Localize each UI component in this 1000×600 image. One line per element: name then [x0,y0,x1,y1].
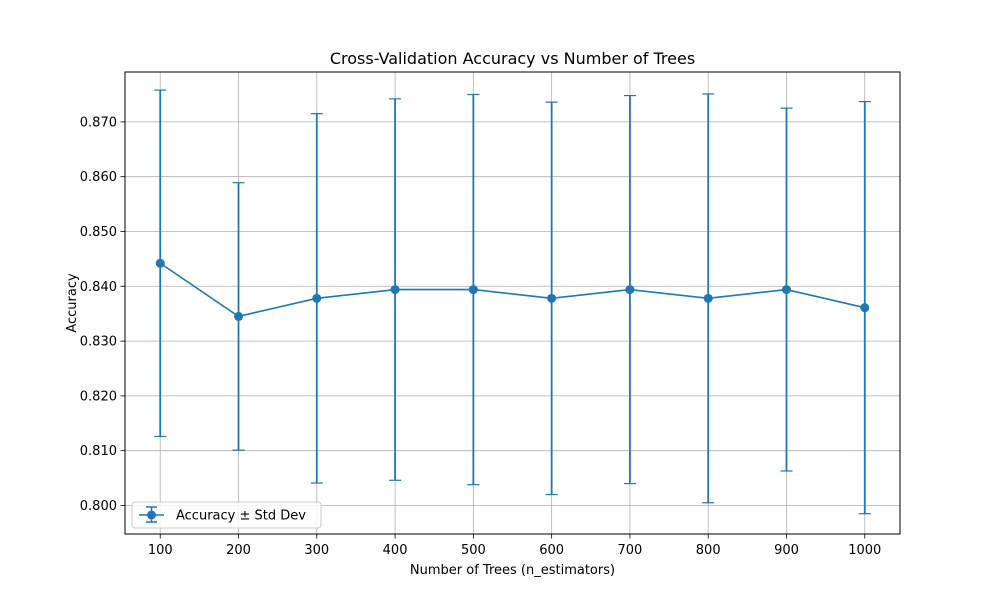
x-tick-label: 1000 [848,543,881,558]
x-tick-label: 700 [618,543,643,558]
data-point [625,285,635,295]
y-tick-label: 0.820 [80,389,117,404]
x-tick-label: 600 [539,543,564,558]
y-tick-label: 0.800 [80,499,117,514]
data-point [781,285,791,295]
data-point [155,258,165,268]
y-tick-label: 0.870 [80,115,117,130]
grid-lines [125,72,900,534]
data-point [860,303,870,313]
y-tick-label: 0.850 [80,225,117,240]
data-point [703,293,713,303]
x-tick-label: 800 [696,543,721,558]
series-line [159,262,865,318]
x-tick-label: 200 [226,543,251,558]
y-axis-ticks: 0.800 0.810 0.820 0.830 0.840 0.850 0.860 0.870 [80,115,125,514]
x-tick-label: 300 [304,543,329,558]
legend: Accuracy ± Std Dev [131,501,322,529]
chart-title: Cross-Validation Accuracy vs Number of T… [330,49,695,68]
x-axis-label: Number of Trees (n_estimators) [410,563,615,578]
data-point [468,285,478,295]
y-tick-label: 0.840 [80,280,117,295]
y-tick-label: 0.810 [80,444,117,459]
x-tick-label: 900 [774,543,799,558]
y-axis-label: Accuracy [65,273,80,333]
y-tick-label: 0.830 [80,335,117,350]
legend-box [131,501,322,529]
x-tick-label: 500 [461,543,486,558]
data-point [547,293,557,303]
legend-marker-swatch [147,510,156,520]
data-point [312,293,322,303]
plot-frame [124,71,901,535]
x-tick-label: 100 [148,543,173,558]
x-tick-label: 400 [383,543,408,558]
data-point [390,285,400,295]
x-axis-ticks: 100 200 300 400 500 600 700 800 900 1000 [148,534,881,558]
y-tick-label: 0.860 [80,170,117,185]
legend-label: Accuracy ± Std Dev [176,509,306,524]
series-group [154,89,871,515]
data-point [234,311,244,321]
